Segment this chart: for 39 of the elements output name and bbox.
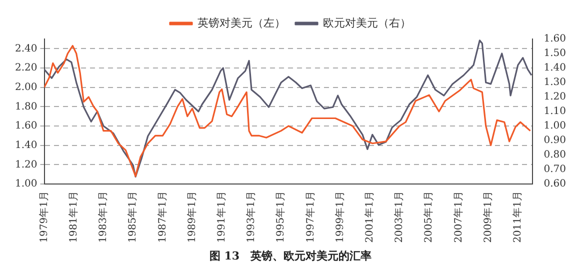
x-tick-label: 1999年1月 bbox=[334, 190, 346, 243]
y-tick-label: 2.40 bbox=[15, 43, 38, 54]
y-tick-label: 2.20 bbox=[15, 62, 38, 74]
x-tick-label: 1981年1月 bbox=[67, 190, 80, 243]
y-tick-label: 1.80 bbox=[15, 101, 38, 112]
x-tick-label: 1989年1月 bbox=[186, 190, 198, 243]
y2-tick-label: 1.60 bbox=[544, 34, 566, 45]
y2-tick-label: 1.50 bbox=[544, 48, 566, 60]
x-tick-label: 1979年1月 bbox=[38, 190, 50, 243]
x-tick-label: 1985年1月 bbox=[126, 190, 139, 243]
x-tick-label: 1997年1月 bbox=[304, 190, 316, 243]
text: 图 13 英镑、欧元对美元的汇率 bbox=[209, 249, 372, 262]
y2-tick-label: 0.60 bbox=[544, 178, 566, 190]
x-tick-label: 1987年1月 bbox=[156, 190, 168, 243]
y2-tick-label: 0.80 bbox=[544, 150, 566, 161]
x-tick-label: 2001年1月 bbox=[364, 190, 376, 243]
y2-tick-label: 1.30 bbox=[544, 77, 566, 88]
y-tick-label: 1.20 bbox=[15, 159, 38, 170]
x-tick-label: 2003年1月 bbox=[393, 190, 406, 243]
x-tick-label: 1995年1月 bbox=[274, 190, 287, 243]
y2-tick-label: 1.00 bbox=[544, 120, 566, 132]
x-tick-label: 1991年1月 bbox=[215, 190, 228, 243]
x-tick-label: 1983年1月 bbox=[97, 190, 110, 243]
y-tick-label: 1.60 bbox=[15, 120, 38, 132]
legend-label: 英镑对美元（左） bbox=[198, 16, 286, 30]
y-tick-label: 2.00 bbox=[15, 82, 38, 93]
y2-tick-label: 1.40 bbox=[544, 62, 566, 74]
y2-tick-label: 0.90 bbox=[544, 135, 566, 146]
y2-tick-label: 1.20 bbox=[544, 92, 566, 103]
y2-tick-label: 0.70 bbox=[544, 164, 566, 176]
x-tick-label: 2005年1月 bbox=[422, 190, 435, 243]
y-tick-label: 1.00 bbox=[15, 178, 38, 190]
x-tick-label: 2009年1月 bbox=[482, 190, 494, 243]
x-tick-label: 2007年1月 bbox=[452, 190, 464, 243]
x-tick-label: 2011年1月 bbox=[512, 190, 524, 243]
x-tick-label: 1993年1月 bbox=[245, 190, 258, 243]
legend-label: 欧元对美元（右） bbox=[323, 16, 411, 30]
y2-tick-label: 1.10 bbox=[544, 106, 566, 118]
y-tick-label: 1.40 bbox=[15, 140, 38, 151]
